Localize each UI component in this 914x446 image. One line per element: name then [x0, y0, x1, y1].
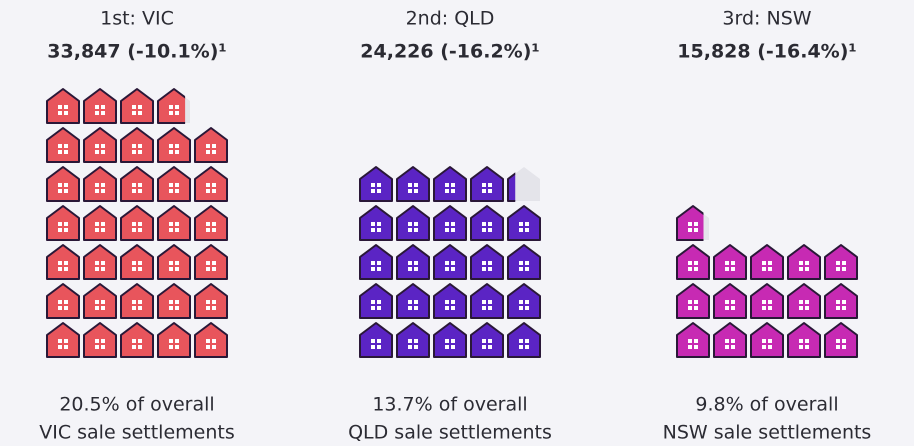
house-icon	[194, 322, 228, 358]
house-icon	[46, 127, 80, 163]
house-icon	[157, 322, 191, 358]
house-icon	[713, 244, 747, 280]
house-icon	[824, 322, 858, 358]
house-icon	[713, 283, 747, 319]
house-icon	[157, 283, 191, 319]
caption: QLD sale settlements	[348, 422, 552, 444]
house-icon	[507, 244, 541, 280]
house-icon	[83, 88, 117, 124]
house-icon	[396, 244, 430, 280]
value-label: 15,828 (-16.4%)¹	[677, 41, 856, 63]
house-icon	[433, 205, 467, 241]
house-icon	[750, 283, 784, 319]
house-icon	[396, 205, 430, 241]
house-icon	[83, 322, 117, 358]
house-icon	[750, 322, 784, 358]
value-label: 33,847 (-10.1%)¹	[47, 41, 226, 63]
house-icon	[194, 166, 228, 202]
house-icon	[120, 244, 154, 280]
house-icon	[120, 205, 154, 241]
house-icon	[157, 127, 191, 163]
house-icon	[120, 127, 154, 163]
house-icon	[157, 88, 190, 124]
house-icon	[46, 244, 80, 280]
house-icon	[433, 244, 467, 280]
house-icon	[787, 322, 821, 358]
house-icon	[396, 322, 430, 358]
house-icon	[676, 283, 710, 319]
house-icon	[824, 244, 858, 280]
house-icon	[157, 205, 191, 241]
house-icon	[824, 283, 858, 319]
caption: NSW sale settlements	[663, 422, 872, 444]
house-icon	[433, 166, 467, 202]
house-icon	[470, 166, 504, 202]
house-icon	[120, 88, 154, 124]
house-icon	[359, 283, 393, 319]
house-icon	[120, 283, 154, 319]
house-icon	[713, 322, 747, 358]
house-icon	[359, 205, 393, 241]
house-icon	[470, 322, 504, 358]
caption: 20.5% of overall	[59, 394, 214, 416]
caption: 9.8% of overall	[695, 394, 838, 416]
house-icon	[676, 205, 709, 241]
caption: 13.7% of overall	[372, 394, 527, 416]
house-icon	[83, 283, 117, 319]
caption: VIC sale settlements	[39, 422, 235, 444]
column-title: 3rd: NSW	[722, 8, 811, 30]
house-icon	[507, 167, 540, 202]
house-icon	[507, 283, 541, 319]
house-icon	[120, 322, 154, 358]
house-icon	[433, 283, 467, 319]
house-icon	[676, 322, 710, 358]
house-icon	[46, 322, 80, 358]
house-icon	[470, 205, 504, 241]
house-icon	[46, 205, 80, 241]
house-icon	[46, 283, 80, 319]
house-icon	[359, 166, 393, 202]
house-icon	[194, 283, 228, 319]
house-icon	[433, 322, 467, 358]
house-icon	[676, 244, 710, 280]
house-icon	[157, 166, 191, 202]
house-icon	[470, 244, 504, 280]
column-title: 1st: VIC	[100, 8, 174, 30]
house-icon	[46, 88, 80, 124]
house-icon	[46, 166, 80, 202]
house-icon	[787, 244, 821, 280]
house-icon	[120, 166, 154, 202]
value-label: 24,226 (-16.2%)¹	[360, 41, 539, 63]
house-icon	[359, 244, 393, 280]
house-icon	[507, 205, 541, 241]
house-icon	[194, 244, 228, 280]
house-icon	[750, 244, 784, 280]
column-title: 2nd: QLD	[406, 8, 495, 30]
house-icon	[194, 127, 228, 163]
house-icon	[507, 322, 541, 358]
house-icon	[396, 283, 430, 319]
house-icon	[83, 244, 117, 280]
house-icon	[83, 127, 117, 163]
house-icon	[359, 322, 393, 358]
house-icon	[396, 166, 430, 202]
house-icon	[194, 205, 228, 241]
house-icon	[83, 166, 117, 202]
house-icon	[787, 283, 821, 319]
house-icon	[83, 205, 117, 241]
house-icon	[470, 283, 504, 319]
house-icon	[157, 244, 191, 280]
